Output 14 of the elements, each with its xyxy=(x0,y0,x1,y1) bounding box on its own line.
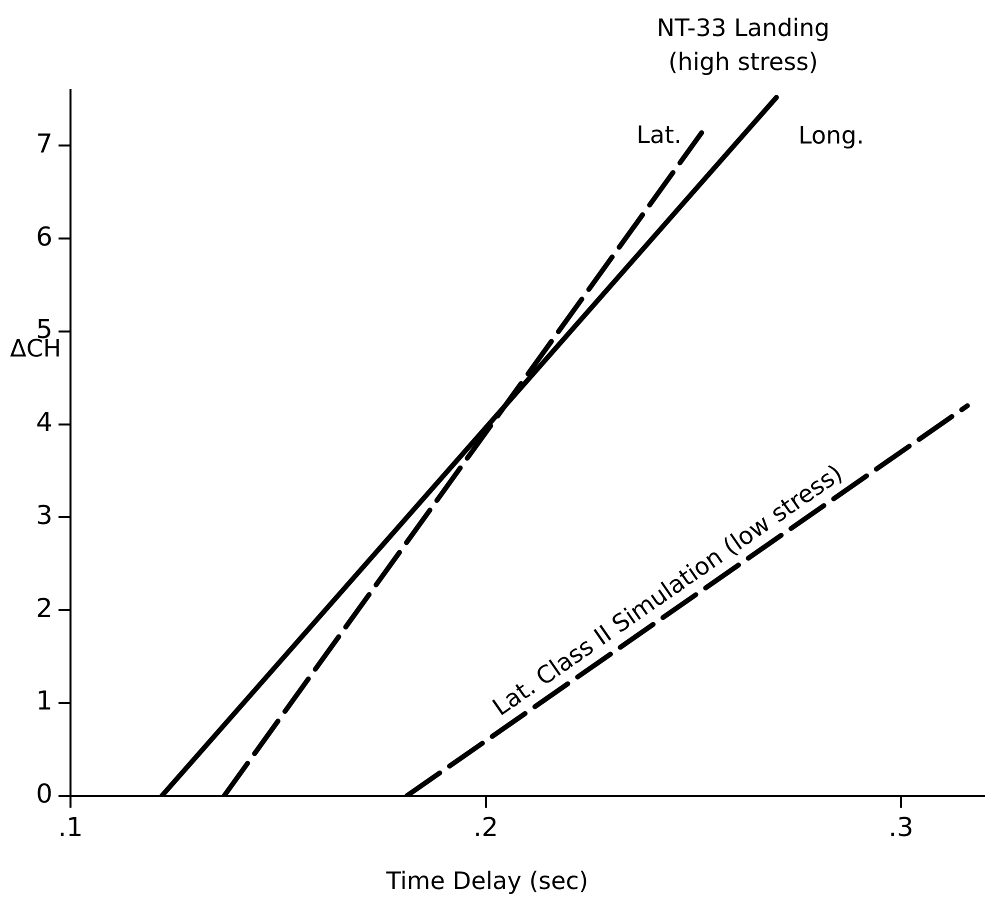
x-tick-label: .1 xyxy=(58,813,83,844)
y-tick-label: 7 xyxy=(36,129,53,160)
y-tick-label: 2 xyxy=(36,594,53,624)
y-tick-label: 0 xyxy=(36,780,53,810)
x-axis-title: Time Delay (sec) xyxy=(385,867,588,896)
x-tick-label: .2 xyxy=(473,813,498,844)
y-tick-label: 6 xyxy=(36,222,53,252)
x-tick-label: .3 xyxy=(888,813,914,844)
text: NT-33 Landing (high stress) xyxy=(656,14,830,76)
series-label: Lat. xyxy=(636,120,682,149)
y-tick-label: 1 xyxy=(36,686,53,717)
series-label: Long. xyxy=(798,122,864,150)
y-tick-label: 3 xyxy=(36,500,53,531)
y-tick-label: 4 xyxy=(36,408,53,438)
